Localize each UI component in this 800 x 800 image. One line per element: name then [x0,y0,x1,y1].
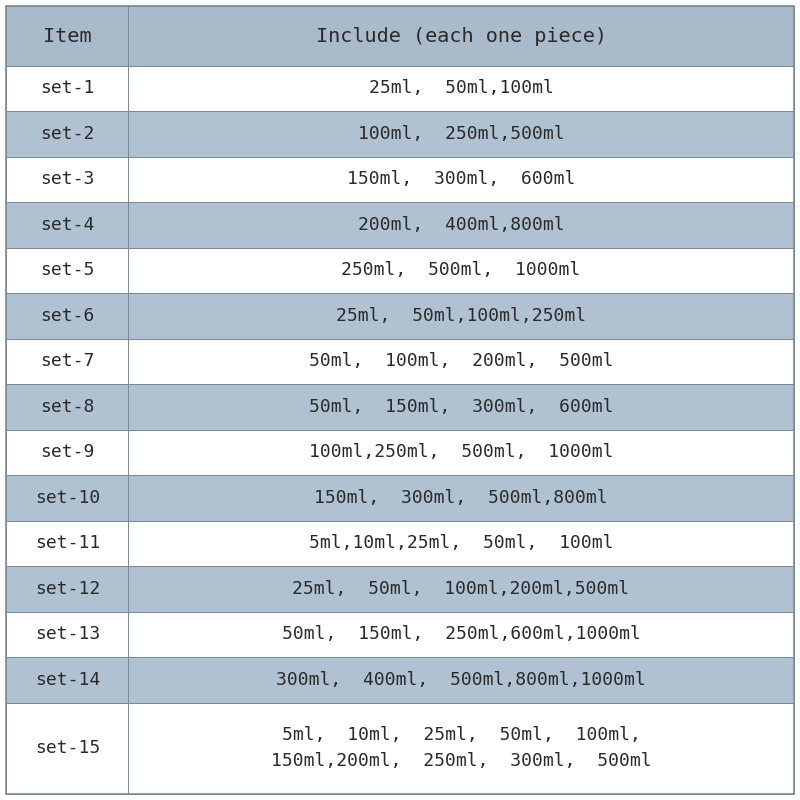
Text: set-5: set-5 [40,262,94,279]
Text: set-11: set-11 [34,534,100,552]
Text: set-9: set-9 [40,443,94,462]
Text: 50ml,  150ml,  300ml,  600ml: 50ml, 150ml, 300ml, 600ml [309,398,614,416]
Text: set-10: set-10 [34,489,100,507]
Bar [129,293,794,338]
Text: 150ml,  300ml,  500ml,800ml: 150ml, 300ml, 500ml,800ml [314,489,608,507]
Bar [6,248,129,293]
Text: 100ml,  250ml,500ml: 100ml, 250ml,500ml [358,125,564,143]
Bar [129,6,794,66]
Text: 5ml,  10ml,  25ml,  50ml,  100ml,
150ml,200ml,  250ml,  300ml,  500ml: 5ml, 10ml, 25ml, 50ml, 100ml, 150ml,200m… [270,726,651,770]
Bar [6,702,129,794]
Bar [129,475,794,521]
Text: Item: Item [43,26,92,46]
Text: 200ml,  400ml,800ml: 200ml, 400ml,800ml [358,216,564,234]
Text: 25ml,  50ml,  100ml,200ml,500ml: 25ml, 50ml, 100ml,200ml,500ml [293,580,630,598]
Text: set-3: set-3 [40,170,94,188]
Text: set-8: set-8 [40,398,94,416]
Bar [6,293,129,338]
Text: set-7: set-7 [40,352,94,370]
Text: 5ml,10ml,25ml,  50ml,  100ml: 5ml,10ml,25ml, 50ml, 100ml [309,534,614,552]
Bar [6,157,129,202]
Text: set-15: set-15 [34,739,100,757]
Bar [6,6,129,66]
Bar [6,475,129,521]
Bar [6,657,129,702]
Text: set-2: set-2 [40,125,94,143]
Text: 50ml,  150ml,  250ml,600ml,1000ml: 50ml, 150ml, 250ml,600ml,1000ml [282,626,641,643]
Bar [129,702,794,794]
Bar [6,430,129,475]
Bar [6,66,129,111]
Bar [6,111,129,157]
Bar [129,430,794,475]
Bar [129,612,794,657]
Text: set-13: set-13 [34,626,100,643]
Bar [129,157,794,202]
Bar [6,202,129,248]
Text: set-12: set-12 [34,580,100,598]
Text: set-6: set-6 [40,307,94,325]
Bar [6,612,129,657]
Text: Include (each one piece): Include (each one piece) [315,26,606,46]
Text: 25ml,  50ml,100ml,250ml: 25ml, 50ml,100ml,250ml [336,307,586,325]
Bar [129,384,794,430]
Bar [6,521,129,566]
Text: 150ml,  300ml,  600ml: 150ml, 300ml, 600ml [347,170,575,188]
Bar [129,111,794,157]
Bar [6,384,129,430]
Bar [129,521,794,566]
Bar [129,66,794,111]
Bar [129,657,794,702]
Bar [129,566,794,612]
Bar [6,338,129,384]
Bar [6,566,129,612]
Text: 50ml,  100ml,  200ml,  500ml: 50ml, 100ml, 200ml, 500ml [309,352,614,370]
Text: 250ml,  500ml,  1000ml: 250ml, 500ml, 1000ml [342,262,581,279]
Text: 300ml,  400ml,  500ml,800ml,1000ml: 300ml, 400ml, 500ml,800ml,1000ml [276,671,646,689]
Text: set-1: set-1 [40,79,94,98]
Text: 100ml,250ml,  500ml,  1000ml: 100ml,250ml, 500ml, 1000ml [309,443,614,462]
Text: 25ml,  50ml,100ml: 25ml, 50ml,100ml [369,79,554,98]
Bar [129,248,794,293]
Bar [129,338,794,384]
Bar [129,202,794,248]
Text: set-14: set-14 [34,671,100,689]
Text: set-4: set-4 [40,216,94,234]
